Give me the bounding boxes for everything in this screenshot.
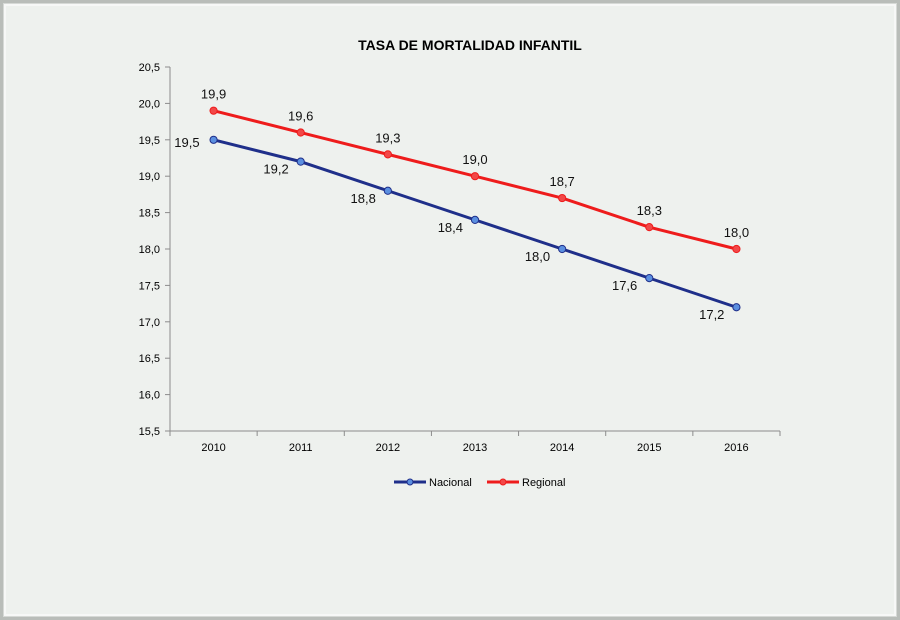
x-tick-label: 2010 bbox=[201, 442, 225, 454]
legend-item-nacional: Nacional bbox=[394, 477, 472, 489]
data-label-regional: 19,3 bbox=[375, 130, 400, 145]
data-labels: 19,5 19,2 18,8 18,4 18,0 17,6 17,2 19,9 19,6 19,3… bbox=[174, 87, 749, 323]
y-tick-label: 18,5 bbox=[139, 208, 160, 220]
data-label-regional: 18,3 bbox=[637, 203, 662, 218]
y-tick-label: 19,5 bbox=[139, 135, 160, 147]
data-label-nacional: 17,6 bbox=[612, 278, 637, 293]
data-point-regional bbox=[645, 223, 654, 232]
y-tick-label: 16,0 bbox=[139, 390, 160, 402]
x-tick-label: 2016 bbox=[724, 442, 748, 454]
data-point-nacional bbox=[558, 244, 567, 254]
y-tick-label: 15,5 bbox=[139, 426, 160, 438]
x-tick-label: 2015 bbox=[637, 442, 661, 454]
series-points bbox=[209, 106, 741, 312]
data-point-nacional bbox=[296, 157, 305, 166]
y-tick-label: 17,5 bbox=[139, 280, 160, 292]
y-tick-label: 19,0 bbox=[139, 171, 160, 183]
x-tick-label: 2011 bbox=[289, 442, 313, 454]
x-tick-label: 2013 bbox=[463, 442, 487, 454]
legend: Nacional Regional bbox=[394, 477, 565, 489]
y-tick-label: 17,0 bbox=[139, 317, 160, 329]
data-point-regional bbox=[732, 244, 741, 254]
legend-marker-nacional bbox=[406, 478, 414, 486]
legend-label-regional: Regional bbox=[522, 477, 565, 489]
legend-marker-regional bbox=[499, 478, 507, 486]
chart-title: TASA DE MORTALIDAD INFANTIL bbox=[358, 37, 582, 53]
data-label-regional: 18,0 bbox=[724, 225, 749, 240]
data-point-nacional bbox=[209, 135, 218, 144]
data-label-nacional: 18,4 bbox=[438, 220, 463, 235]
data-label-nacional: 17,2 bbox=[699, 307, 724, 322]
data-point-nacional bbox=[470, 215, 480, 224]
data-point-regional bbox=[383, 150, 392, 159]
data-point-regional bbox=[209, 106, 218, 115]
data-label-nacional: 18,8 bbox=[351, 191, 376, 206]
data-label-regional: 19,6 bbox=[288, 109, 313, 124]
data-point-regional bbox=[296, 128, 305, 137]
data-point-regional bbox=[470, 172, 480, 181]
data-label-nacional: 19,5 bbox=[174, 135, 199, 150]
data-point-regional bbox=[558, 193, 567, 203]
y-tick-label: 20,0 bbox=[139, 98, 160, 110]
y-tick-label: 20,5 bbox=[139, 62, 160, 74]
data-point-nacional bbox=[732, 303, 741, 312]
data-label-nacional: 18,0 bbox=[525, 249, 550, 264]
data-label-regional: 19,0 bbox=[462, 152, 487, 167]
legend-item-regional: Regional bbox=[487, 477, 565, 489]
data-point-nacional bbox=[645, 274, 654, 283]
axes: 15,5 16,0 16,5 17,0 17,5 18,0 18,5 19,0 19,5 20,0… bbox=[139, 62, 781, 454]
data-label-regional: 18,7 bbox=[549, 174, 574, 189]
data-point-nacional bbox=[383, 186, 392, 195]
legend-label-nacional: Nacional bbox=[429, 477, 472, 489]
data-label-regional: 19,9 bbox=[201, 87, 226, 102]
x-tick-label: 2012 bbox=[376, 442, 400, 454]
data-label-nacional: 19,2 bbox=[263, 162, 288, 177]
y-tick-label: 16,5 bbox=[139, 353, 160, 365]
x-tick-label: 2014 bbox=[550, 442, 574, 454]
y-tick-label: 18,0 bbox=[139, 244, 160, 256]
